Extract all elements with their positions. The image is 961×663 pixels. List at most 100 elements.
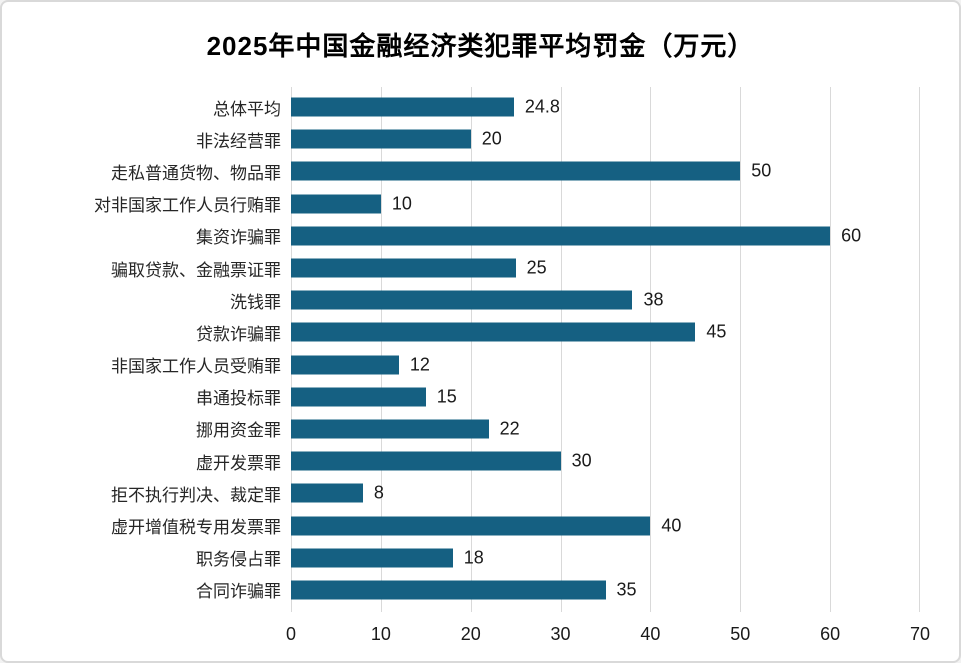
bar-track: 35 bbox=[291, 574, 920, 606]
bar-track: 8 bbox=[291, 477, 920, 509]
bar bbox=[291, 451, 561, 471]
x-tick-label: 70 bbox=[909, 624, 931, 644]
bar-row: 非国家工作人员受贿罪 12 bbox=[2, 349, 959, 381]
category-label: 合同诈骗罪 bbox=[196, 582, 281, 602]
bar bbox=[291, 548, 453, 568]
chart-title: 2025年中国金融经济类犯罪平均罚金（万元） bbox=[206, 31, 755, 61]
bar-track: 24.8 bbox=[291, 91, 920, 123]
bar bbox=[291, 97, 514, 117]
bar bbox=[291, 483, 363, 503]
x-tick-label: 50 bbox=[730, 624, 751, 644]
bar-track: 45 bbox=[291, 316, 920, 348]
gridline-20 bbox=[470, 87, 472, 612]
value-label: 60 bbox=[841, 225, 862, 246]
category-label: 串通投标罪 bbox=[196, 389, 281, 409]
value-label: 45 bbox=[706, 321, 727, 342]
bar-track: 40 bbox=[291, 509, 920, 541]
gridline-70 bbox=[919, 87, 920, 612]
category-label: 职务侵占罪 bbox=[196, 550, 281, 570]
chart-header: 2025年中国金融经济类犯罪平均罚金（万元） bbox=[2, 2, 959, 87]
bar-track: 25 bbox=[291, 252, 920, 284]
bar-track: 60 bbox=[291, 220, 920, 252]
category-label: 非法经营罪 bbox=[196, 131, 281, 151]
bar-row: 挪用资金罪 22 bbox=[2, 413, 959, 445]
bar bbox=[291, 419, 489, 439]
bar-track: 18 bbox=[291, 542, 920, 574]
gridline-0 bbox=[291, 87, 292, 612]
bar bbox=[291, 290, 633, 310]
category-label: 非国家工作人员受贿罪 bbox=[111, 357, 281, 377]
bar-track: 38 bbox=[291, 284, 920, 316]
bar bbox=[291, 226, 831, 246]
category-label: 对非国家工作人员行贿罪 bbox=[94, 196, 281, 216]
bar-row: 合同诈骗罪 35 bbox=[2, 574, 959, 606]
bar bbox=[291, 322, 696, 342]
gridlines bbox=[291, 87, 920, 612]
value-label: 20 bbox=[481, 128, 502, 149]
bar-row: 虚开增值税专用发票罪 40 bbox=[2, 509, 959, 541]
bar bbox=[291, 129, 471, 149]
value-label: 8 bbox=[373, 482, 384, 503]
bar-row: 贷款诈骗罪 45 bbox=[2, 316, 959, 348]
bar-track: 30 bbox=[291, 445, 920, 477]
bar-row: 对非国家工作人员行贿罪 10 bbox=[2, 188, 959, 220]
value-label: 50 bbox=[751, 160, 772, 181]
category-label: 骗取贷款、金融票证罪 bbox=[111, 260, 281, 280]
category-label: 走私普通货物、物品罪 bbox=[111, 163, 281, 183]
category-label: 总体平均 bbox=[213, 99, 281, 119]
bar-row: 洗钱罪 38 bbox=[2, 284, 959, 316]
x-tick-label: 40 bbox=[640, 624, 661, 644]
bar-row: 虚开发票罪 30 bbox=[2, 445, 959, 477]
x-tick-label: 0 bbox=[285, 624, 297, 644]
bar bbox=[291, 355, 399, 375]
category-label: 虚开发票罪 bbox=[196, 453, 281, 473]
gridline-10 bbox=[380, 87, 382, 612]
gridline-50 bbox=[740, 87, 742, 612]
x-axis: 0 10 20 30 40 50 60 70 bbox=[286, 612, 930, 660]
gridline-30 bbox=[560, 87, 562, 612]
value-label: 30 bbox=[571, 450, 592, 471]
category-label: 虚开增值税专用发票罪 bbox=[111, 518, 281, 538]
x-tick-label: 60 bbox=[820, 624, 841, 644]
value-label: 12 bbox=[409, 354, 430, 375]
value-label: 18 bbox=[463, 547, 484, 568]
bar-row: 串通投标罪 15 bbox=[2, 381, 959, 413]
category-label: 拒不执行判决、裁定罪 bbox=[111, 485, 281, 505]
bar-row: 总体平均 24.8 bbox=[2, 91, 959, 123]
value-label: 38 bbox=[643, 289, 664, 310]
bar bbox=[291, 194, 381, 214]
x-tick-label: 30 bbox=[550, 624, 571, 644]
bar bbox=[291, 580, 606, 600]
category-label: 集资诈骗罪 bbox=[196, 228, 281, 248]
bar-track: 22 bbox=[291, 413, 920, 445]
bar-track: 12 bbox=[291, 349, 920, 381]
bar-row: 骗取贷款、金融票证罪 25 bbox=[2, 252, 959, 284]
gridline-40 bbox=[650, 87, 652, 612]
bar-row: 拒不执行判决、裁定罪 8 bbox=[2, 477, 959, 509]
bar-track: 10 bbox=[291, 188, 920, 220]
bar-track: 15 bbox=[291, 381, 920, 413]
category-label: 洗钱罪 bbox=[230, 292, 281, 312]
category-label: 贷款诈骗罪 bbox=[196, 324, 281, 344]
bar bbox=[291, 387, 426, 407]
x-tick-label: 20 bbox=[460, 624, 481, 644]
value-label: 25 bbox=[526, 257, 547, 278]
bar-row: 集资诈骗罪 60 bbox=[2, 220, 959, 252]
x-tick-label: 10 bbox=[370, 624, 391, 644]
bar bbox=[291, 161, 741, 181]
bar-row: 职务侵占罪 18 bbox=[2, 542, 959, 574]
bar-track: 20 bbox=[291, 123, 920, 155]
bar bbox=[291, 258, 516, 278]
gridline-60 bbox=[830, 87, 832, 612]
value-label: 15 bbox=[436, 386, 457, 407]
bar-row: 走私普通货物、物品罪 50 bbox=[2, 155, 959, 187]
bar-track: 50 bbox=[291, 155, 920, 187]
bar-rows: 总体平均 24.8 非法经营罪 20 走私普通货物、物品罪 50 对非国家工作人员行贿罪 10… bbox=[2, 87, 959, 612]
category-label: 挪用资金罪 bbox=[196, 421, 281, 441]
value-label: 22 bbox=[499, 418, 520, 439]
plot-area: 总体平均 24.8 非法经营罪 20 走私普通货物、物品罪 50 对非国家工作人员行贿罪 10… bbox=[2, 87, 959, 612]
value-label: 40 bbox=[661, 515, 682, 536]
bar bbox=[291, 516, 651, 536]
value-label: 24.8 bbox=[524, 96, 560, 117]
